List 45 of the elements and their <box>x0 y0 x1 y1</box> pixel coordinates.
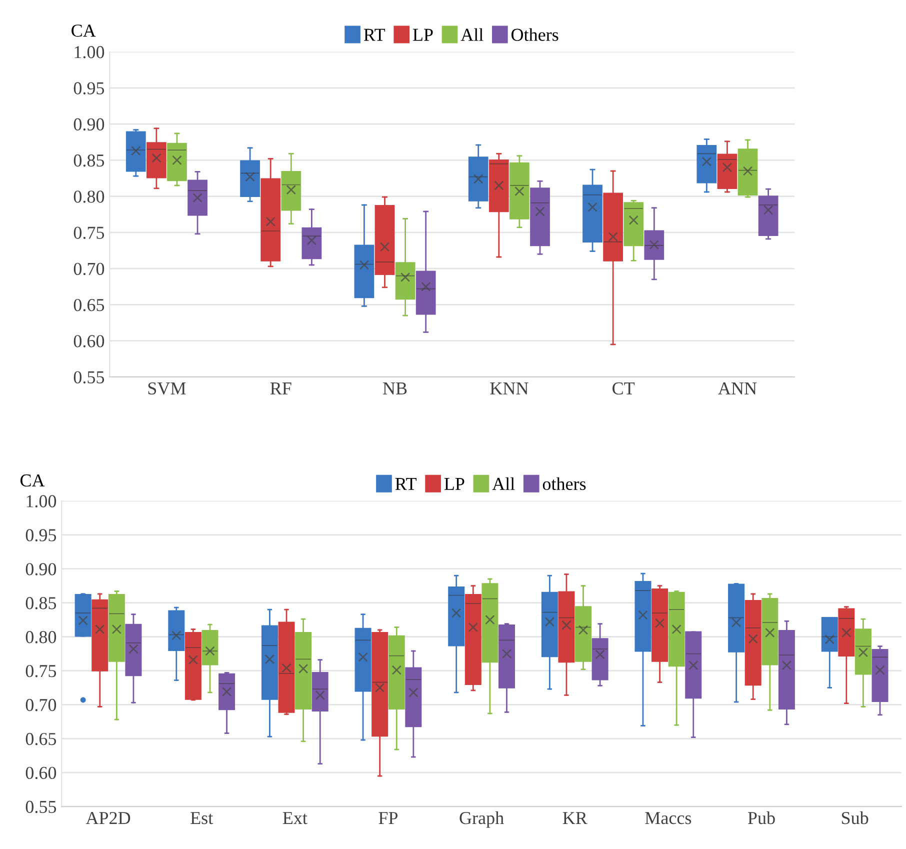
y-tick-label: 0.95 <box>26 529 56 542</box>
x-tick-label: FP <box>378 812 398 824</box>
y-tick-label: 0.80 <box>74 190 104 203</box>
legend-label: others <box>542 477 586 490</box>
y-tick-label: 0.60 <box>26 766 56 780</box>
y-tick-label: 0.70 <box>74 262 104 276</box>
legend-label: LP <box>444 478 464 490</box>
x-tick-label: Sub <box>842 811 868 824</box>
x-tick-label: AP2D <box>86 812 130 824</box>
x-tick-label: SVM <box>148 382 186 395</box>
legend-label: Others <box>511 28 558 41</box>
y-tick-label: 0.80 <box>26 631 56 644</box>
x-tick-label: Maccs <box>645 812 692 824</box>
y-tick-label: 0.85 <box>74 154 104 167</box>
x-tick-label: KR <box>562 812 588 824</box>
x-tick-label: CT <box>612 382 635 395</box>
x-tick-label: RF <box>270 382 292 394</box>
y-tick-label: 0.55 <box>74 371 104 384</box>
legend-label: LP <box>412 28 433 41</box>
x-tick-label: Pub <box>748 811 775 824</box>
y-tick-label: 0.55 <box>26 800 56 814</box>
y-axis-title: CA <box>20 474 45 487</box>
legend-label: RT <box>364 28 386 41</box>
y-tick-label: 0.65 <box>26 732 56 746</box>
y-tick-label: 0.70 <box>26 698 56 712</box>
y-tick-label: 0.90 <box>74 118 104 131</box>
x-tick-label: Est <box>190 812 214 824</box>
y-tick-label: 0.65 <box>74 298 104 312</box>
x-tick-label: Graph <box>460 811 504 828</box>
y-tick-label: 0.90 <box>26 563 56 576</box>
y-tick-label: 1.00 <box>74 46 104 58</box>
y-tick-label: 0.95 <box>74 82 104 94</box>
legend-label: RT <box>395 478 417 490</box>
y-tick-label: 0.60 <box>74 335 104 348</box>
y-tick-label: 0.75 <box>74 226 104 239</box>
y-tick-label: 0.75 <box>26 664 56 678</box>
x-tick-label: Ext <box>282 812 308 824</box>
y-tick-label: 0.85 <box>26 597 56 610</box>
y-tick-label: 1.00 <box>26 495 56 508</box>
x-tick-label: ANN <box>718 382 757 394</box>
y-axis-title: CA <box>72 24 96 37</box>
x-tick-label: NB <box>382 382 407 394</box>
legend-label: All <box>460 28 484 41</box>
x-tick-label: KNN <box>490 382 528 394</box>
legend-label: All <box>492 477 515 490</box>
